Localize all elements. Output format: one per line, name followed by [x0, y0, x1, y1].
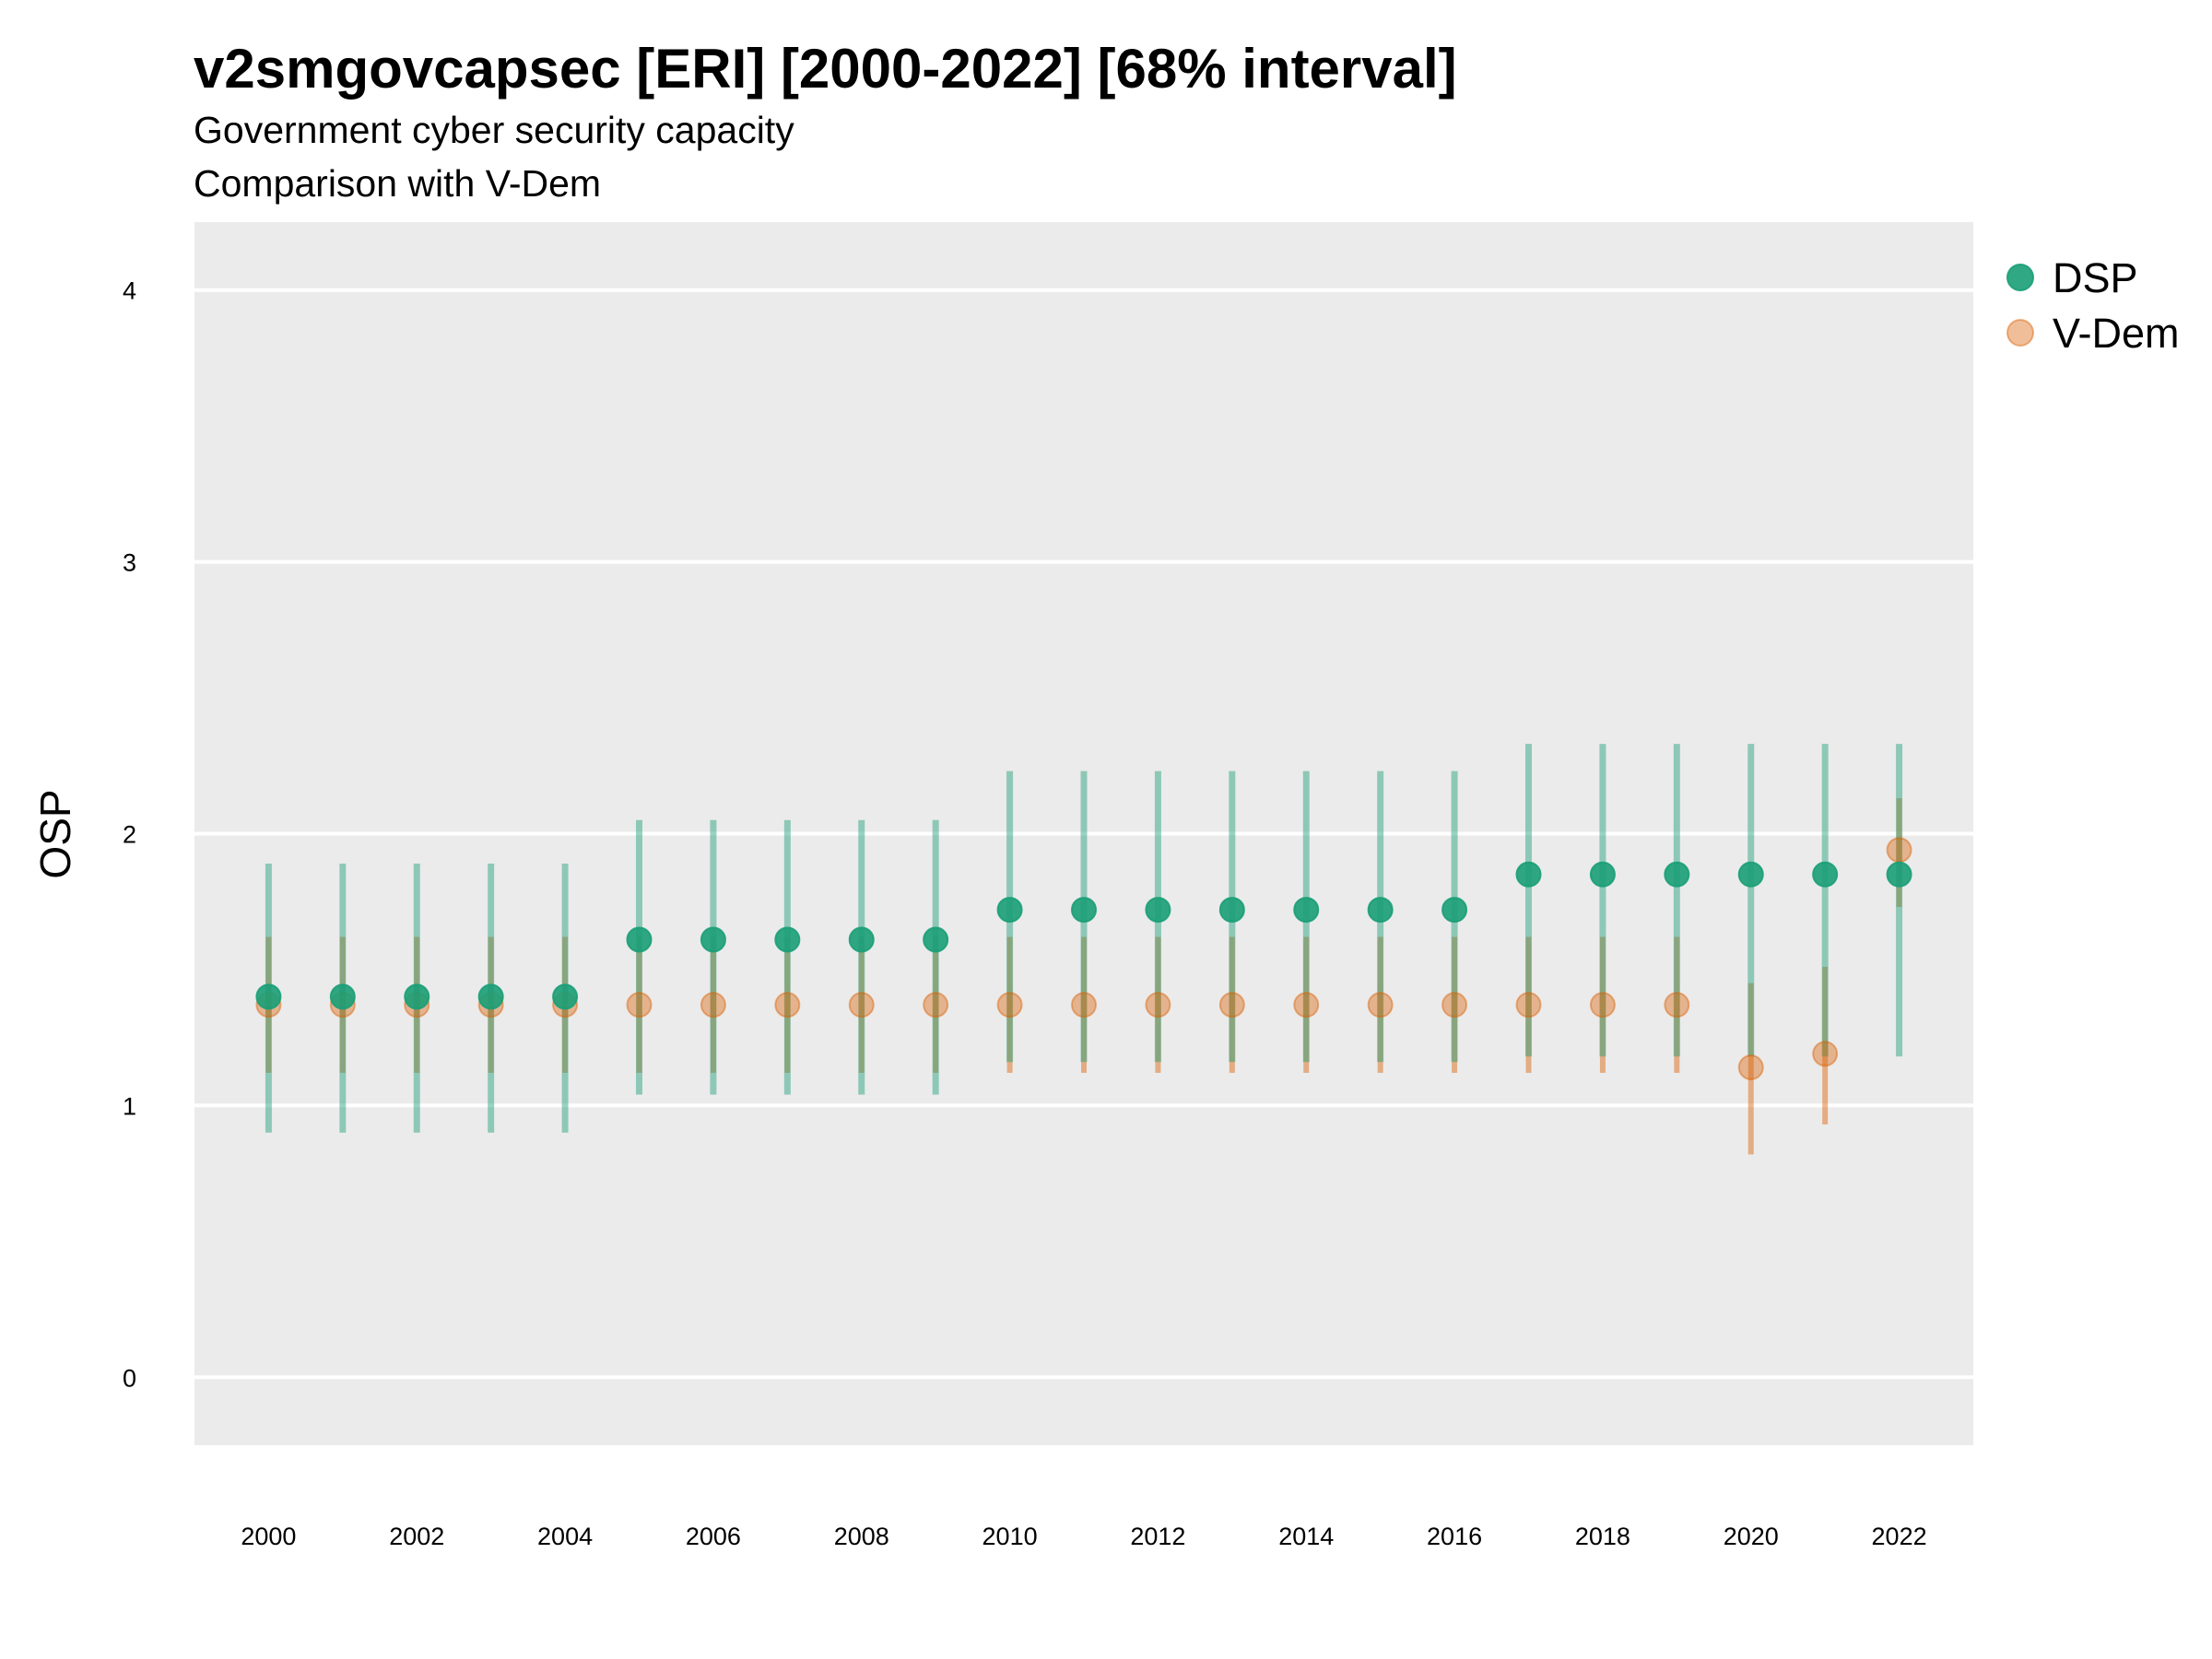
point-dsp — [1664, 861, 1690, 888]
x-tick-label: 2002 — [389, 1523, 444, 1550]
chart-title: v2smgovcapsec [ERI] [2000-2022] [68% int… — [194, 38, 1457, 100]
x-tick-label: 2004 — [537, 1523, 593, 1550]
legend-label-dsp: DSP — [2053, 254, 2138, 301]
x-tick-label: 2022 — [1872, 1523, 1927, 1550]
legend-key-dsp — [2006, 264, 2034, 291]
y-tick-label: 3 — [123, 549, 136, 577]
point-v-dem — [1293, 992, 1320, 1018]
point-dsp — [1812, 861, 1839, 888]
chart-subtitle-line-1: Government cyber security capacity — [194, 109, 794, 151]
x-tick-label: 2010 — [982, 1523, 1038, 1550]
point-v-dem — [1812, 1041, 1839, 1067]
point-v-dem — [848, 992, 875, 1018]
y-axis-label: OSP — [31, 789, 79, 878]
point-dsp — [923, 926, 949, 953]
point-v-dem — [1367, 992, 1394, 1018]
point-v-dem — [774, 992, 801, 1018]
point-dsp — [626, 926, 653, 953]
point-dsp — [1145, 897, 1171, 924]
y-tick-label: 4 — [123, 277, 136, 305]
data-marks — [255, 744, 1912, 1155]
point-v-dem — [923, 992, 949, 1018]
x-tick-label: 2020 — [1724, 1523, 1779, 1550]
legend-key-v-dem — [2006, 319, 2034, 347]
point-v-dem — [1886, 837, 1912, 864]
point-dsp — [1886, 861, 1912, 888]
point-v-dem — [1071, 992, 1097, 1018]
point-v-dem — [1737, 1054, 1764, 1081]
point-dsp — [848, 926, 875, 953]
point-v-dem — [996, 992, 1023, 1018]
point-v-dem — [1218, 992, 1245, 1018]
point-dsp — [552, 983, 579, 1010]
point-dsp — [1589, 861, 1616, 888]
point-dsp — [404, 983, 430, 1010]
x-axis-ticks: 2000 2002 2004 2006 2008 2010 2012 2014 2016 2018… — [241, 1523, 1926, 1550]
point-dsp — [477, 983, 504, 1010]
points-dsp — [255, 861, 1912, 1010]
point-dsp — [700, 926, 726, 953]
y-tick-label: 0 — [123, 1364, 136, 1392]
point-dsp — [1218, 897, 1245, 924]
x-tick-label: 2000 — [241, 1523, 296, 1550]
point-dsp — [1367, 897, 1394, 924]
point-dsp — [996, 897, 1023, 924]
y-axis-ticks: 0 1 2 3 4 — [123, 277, 136, 1393]
point-v-dem — [1664, 992, 1690, 1018]
x-tick-label: 2006 — [686, 1523, 741, 1550]
y-tick-label: 1 — [123, 1092, 136, 1120]
point-v-dem — [1441, 992, 1468, 1018]
y-tick-label: 2 — [123, 821, 136, 849]
point-dsp — [1071, 897, 1097, 924]
point-v-dem — [626, 992, 653, 1018]
point-dsp — [255, 983, 282, 1010]
grid-lines — [194, 288, 1973, 1380]
legend: DSP V-Dem — [2006, 254, 2180, 357]
point-dsp — [1293, 897, 1320, 924]
x-tick-label: 2016 — [1427, 1523, 1482, 1550]
legend-label-v-dem: V-Dem — [2053, 310, 2180, 357]
point-v-dem — [1589, 992, 1616, 1018]
x-tick-label: 2012 — [1130, 1523, 1185, 1550]
point-v-dem — [1145, 992, 1171, 1018]
x-tick-label: 2018 — [1575, 1523, 1630, 1550]
point-dsp — [1515, 861, 1542, 888]
point-dsp — [1441, 897, 1468, 924]
point-dsp — [774, 926, 801, 953]
x-tick-label: 2014 — [1278, 1523, 1334, 1550]
point-v-dem — [700, 992, 726, 1018]
point-v-dem — [1515, 992, 1542, 1018]
point-dsp — [329, 983, 356, 1010]
x-tick-label: 2008 — [834, 1523, 889, 1550]
chart-subtitle-line-2: Comparison with V-Dem — [194, 162, 601, 205]
point-dsp — [1737, 861, 1764, 888]
